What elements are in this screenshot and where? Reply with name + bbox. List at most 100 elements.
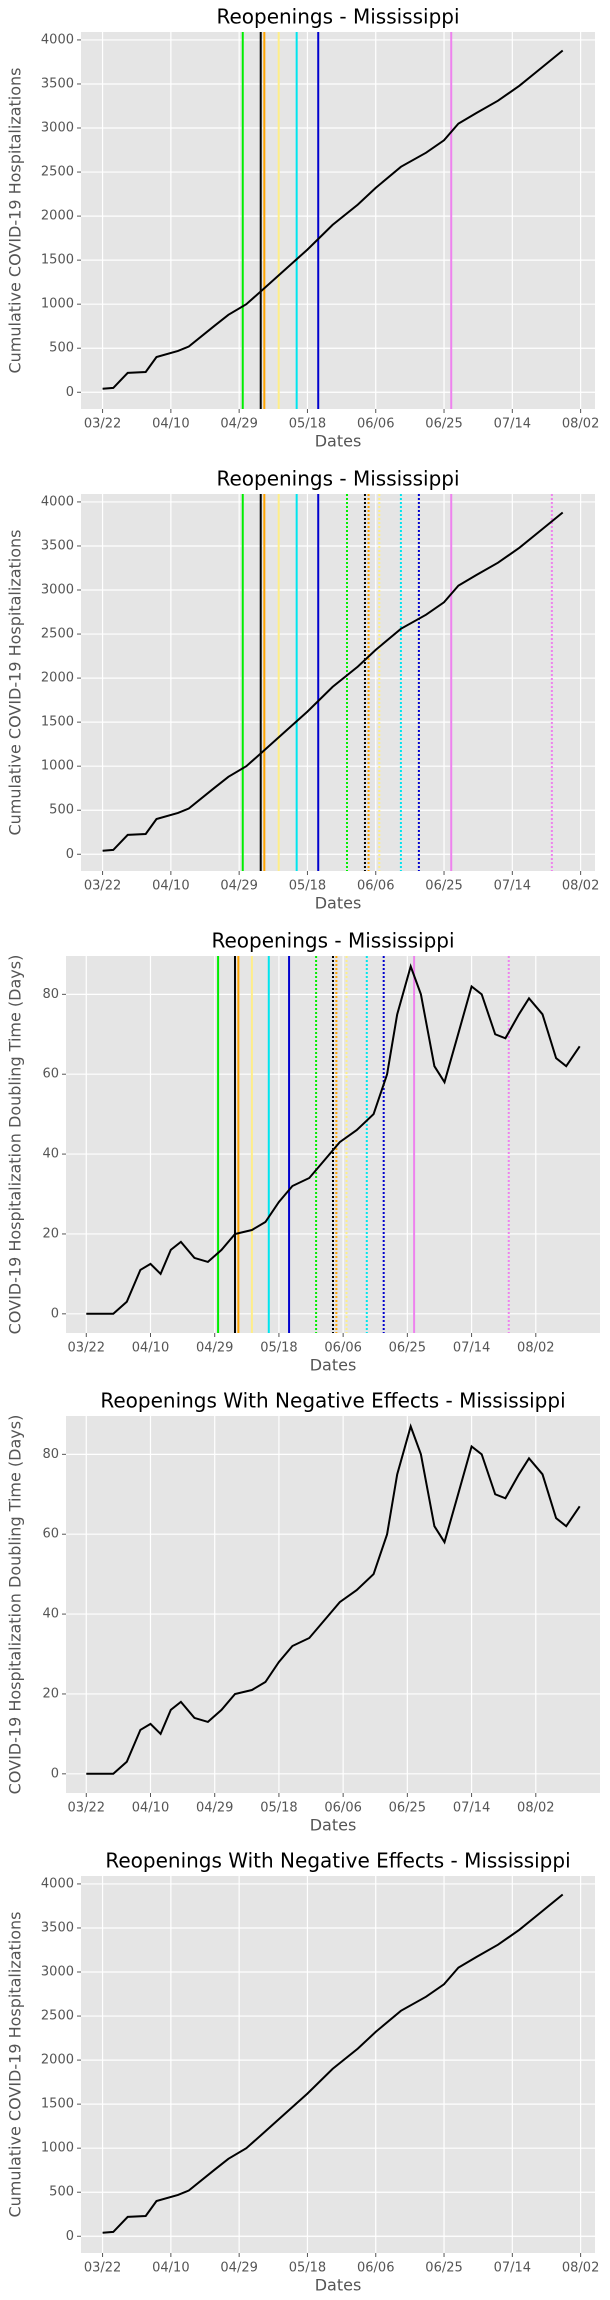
y-tick-label: 0 (51, 1766, 59, 1781)
chart: 0 500 1000 1500 2000 2500 3000 3500 4000 03/22 04/… (6, 467, 600, 913)
y-tick-label: 80 (42, 987, 59, 1002)
x-tick-label: 08/02 (517, 1801, 554, 1816)
y-tick-label: 2500 (41, 165, 74, 180)
x-tick-label: 07/14 (494, 879, 531, 894)
data-line (102, 1893, 564, 2234)
x-tick-label: 04/10 (152, 417, 189, 432)
y-tick-label: 2000 (41, 671, 74, 686)
y-tick-label: 1500 (41, 2097, 74, 2112)
y-axis-label: Cumulative COVID-19 Hospitalizations (6, 529, 25, 835)
x-tick-label: 07/14 (453, 1801, 490, 1816)
x-tick-label: 04/29 (220, 2261, 257, 2276)
x-tick-label: 06/25 (425, 417, 462, 432)
y-tick-label: 0 (66, 847, 74, 862)
x-tick-label: 06/25 (389, 1341, 426, 1356)
y-tick-label: 20 (42, 1226, 59, 1241)
data-line (102, 49, 564, 390)
y-tick-label: 3500 (41, 1920, 74, 1935)
y-tick-label: 2000 (41, 2053, 74, 2068)
y-axis-label: COVID-19 Hospitalization Doubling Time (… (6, 955, 25, 1335)
x-tick-label: 05/18 (260, 1801, 297, 1816)
x-tick-label: 08/02 (517, 1341, 554, 1356)
x-tick-label: 05/18 (289, 417, 326, 432)
y-tick-label: 2500 (41, 2009, 74, 2024)
y-tick-label: 60 (42, 1067, 59, 1082)
x-tick-label: 05/18 (289, 879, 326, 894)
chart: 0 20 40 60 80 03/22 04/10 04/29 05/18 06/06 06/25 0… (6, 929, 600, 1375)
x-tick-label: 05/18 (289, 2261, 326, 2276)
chart: 0 20 40 60 80 03/22 04/10 04/29 05/18 06/06 06/25 0… (6, 1389, 600, 1835)
x-tick-label: 04/29 (220, 879, 257, 894)
x-tick-label: 05/18 (260, 1341, 297, 1356)
y-tick-label: 3000 (41, 583, 74, 598)
y-tick-label: 2000 (41, 209, 74, 224)
x-tick-label: 07/14 (494, 417, 531, 432)
x-tick-label: 06/06 (324, 1801, 361, 1816)
plot-area (66, 1416, 600, 1793)
x-tick-label: 06/25 (389, 1801, 426, 1816)
chart-title: Reopenings With Negative Effects - Missi… (105, 1849, 570, 1873)
y-tick-label: 500 (49, 803, 74, 818)
x-tick-label: 04/10 (152, 2261, 189, 2276)
x-tick-label: 03/22 (84, 417, 121, 432)
x-tick-label: 06/06 (357, 879, 394, 894)
y-tick-label: 40 (42, 1147, 59, 1162)
x-axis-label: Dates (310, 1816, 357, 1835)
x-axis-label: Dates (315, 894, 362, 913)
x-tick-label: 07/14 (494, 2261, 531, 2276)
x-tick-label: 08/02 (562, 879, 599, 894)
y-tick-label: 500 (49, 341, 74, 356)
chart: 0 500 1000 1500 2000 2500 3000 3500 4000 03/22 04/… (6, 5, 600, 451)
y-tick-label: 1000 (41, 759, 74, 774)
x-tick-label: 03/22 (68, 1341, 105, 1356)
y-tick-label: 60 (42, 1527, 59, 1542)
y-tick-label: 3000 (41, 1965, 74, 1980)
x-tick-label: 03/22 (84, 879, 121, 894)
y-tick-label: 500 (49, 2185, 74, 2200)
x-tick-label: 06/06 (357, 2261, 394, 2276)
y-tick-label: 3500 (41, 76, 74, 91)
x-tick-label: 04/29 (196, 1801, 233, 1816)
chart-title: Reopenings - Mississippi (216, 5, 459, 29)
chart-title: Reopenings With Negative Effects - Missi… (100, 1389, 565, 1413)
chart-title: Reopenings - Mississippi (211, 929, 454, 953)
x-tick-label: 08/02 (562, 417, 599, 432)
x-tick-label: 03/22 (84, 2261, 121, 2276)
x-tick-label: 06/06 (357, 417, 394, 432)
y-tick-label: 1000 (41, 297, 74, 312)
y-tick-label: 4000 (41, 1876, 74, 1891)
y-tick-label: 0 (51, 1306, 59, 1321)
y-tick-label: 4000 (41, 32, 74, 47)
y-tick-label: 40 (42, 1607, 59, 1622)
x-tick-label: 06/25 (425, 879, 462, 894)
y-tick-label: 0 (66, 385, 74, 400)
x-axis-label: Dates (315, 432, 362, 451)
data-line (86, 963, 581, 1315)
y-tick-label: 80 (42, 1447, 59, 1462)
y-tick-label: 3000 (41, 121, 74, 136)
x-tick-label: 04/10 (132, 1801, 169, 1816)
x-tick-label: 04/10 (152, 879, 189, 894)
y-axis-label: Cumulative COVID-19 Hospitalizations (6, 67, 25, 373)
y-tick-label: 1500 (41, 715, 74, 730)
x-tick-label: 07/14 (453, 1341, 490, 1356)
x-axis-label: Dates (315, 2276, 362, 2295)
y-tick-label: 3500 (41, 538, 74, 553)
y-tick-label: 1000 (41, 2141, 74, 2156)
y-tick-label: 0 (66, 2229, 74, 2244)
x-tick-label: 04/29 (220, 417, 257, 432)
x-tick-label: 08/02 (562, 2261, 599, 2276)
x-tick-label: 03/22 (68, 1801, 105, 1816)
data-line (102, 511, 564, 852)
x-tick-label: 04/10 (132, 1341, 169, 1356)
data-line (86, 1423, 581, 1775)
y-tick-label: 4000 (41, 494, 74, 509)
x-tick-label: 06/06 (324, 1341, 361, 1356)
y-axis-label: Cumulative COVID-19 Hospitalizations (6, 1911, 25, 2217)
x-tick-label: 04/29 (196, 1341, 233, 1356)
y-tick-label: 20 (42, 1686, 59, 1701)
chart-title: Reopenings - Mississippi (216, 467, 459, 491)
x-axis-label: Dates (310, 1356, 357, 1375)
chart: 0 500 1000 1500 2000 2500 3000 3500 4000 03/22 04/… (6, 1849, 600, 2295)
